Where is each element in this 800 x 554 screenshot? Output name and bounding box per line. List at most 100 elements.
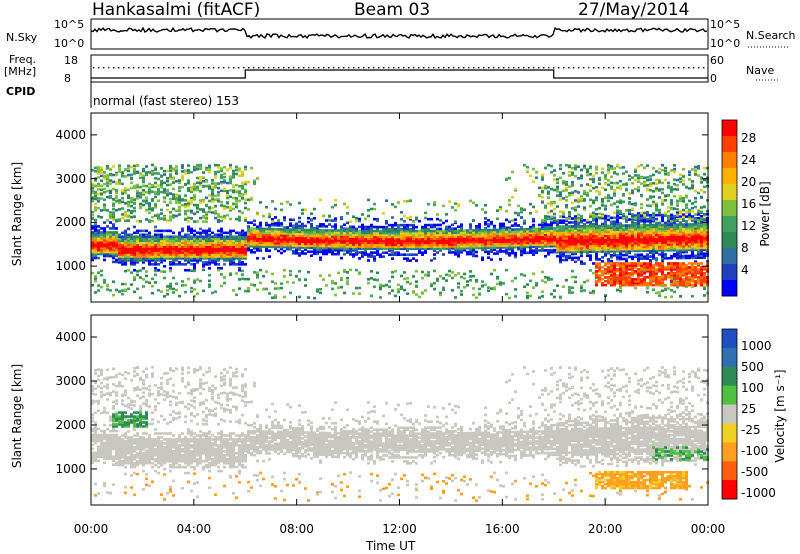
- power-cell: [313, 246, 316, 250]
- power-cell: [433, 247, 436, 250]
- power-cell: [166, 235, 169, 239]
- power-cell: [553, 201, 556, 205]
- power-cell: [622, 226, 625, 229]
- power-cell: [190, 255, 193, 258]
- power-cell: [526, 283, 529, 286]
- power-cell: [418, 235, 421, 239]
- power-cell: [580, 286, 583, 290]
- power-cell: [385, 247, 388, 251]
- power-cell: [238, 259, 241, 262]
- power-cell: [592, 224, 595, 228]
- power-cell: [484, 230, 487, 234]
- power-cell: [130, 177, 133, 181]
- power-cell: [310, 222, 313, 226]
- power-cell: [271, 272, 274, 276]
- power-cell: [430, 247, 433, 250]
- power-cell: [187, 202, 190, 206]
- power-cell: [334, 293, 337, 297]
- power-cell: [412, 233, 415, 237]
- power-cell: [373, 207, 376, 211]
- power-cell: [586, 168, 589, 171]
- power-cell: [550, 239, 553, 242]
- power-cell: [586, 246, 589, 250]
- power-cell: [118, 241, 121, 244]
- power-cell: [247, 208, 250, 211]
- power-cell: [127, 251, 130, 254]
- power-cell: [382, 211, 385, 215]
- power-cell: [232, 196, 235, 200]
- power-cell: [280, 222, 283, 225]
- power-cell: [94, 206, 97, 209]
- power-cell: [595, 244, 598, 247]
- power-cell: [598, 224, 601, 228]
- power-cell: [226, 235, 229, 239]
- power-cell: [220, 182, 223, 185]
- power-cell: [142, 176, 145, 180]
- power-cell: [511, 240, 514, 243]
- power-cell: [460, 275, 463, 279]
- power-cell: [202, 245, 205, 248]
- power-cell: [523, 233, 526, 237]
- power-cell: [658, 229, 661, 233]
- power-cell: [646, 176, 649, 179]
- power-cell: [496, 277, 499, 280]
- power-cell: [328, 274, 331, 277]
- power-cell: [361, 253, 364, 256]
- power-cell: [511, 238, 514, 241]
- power-cell: [103, 233, 106, 236]
- power-cell: [232, 229, 235, 233]
- power-cell: [478, 230, 481, 234]
- power-cell: [550, 170, 553, 174]
- power-cell: [634, 279, 637, 283]
- power-cell: [97, 197, 100, 200]
- power-cell: [142, 237, 145, 241]
- power-cell: [424, 233, 427, 237]
- power-cell: [640, 253, 643, 257]
- power-cell: [247, 231, 250, 234]
- power-cell: [409, 253, 412, 256]
- power-cell: [451, 231, 454, 234]
- power-cell: [652, 279, 655, 283]
- power-cell: [112, 248, 115, 252]
- power-cell: [202, 255, 205, 258]
- power-cell: [370, 235, 373, 239]
- power-cell: [322, 238, 325, 242]
- power-cell: [253, 233, 256, 236]
- power-cell: [550, 278, 553, 281]
- power-cell: [583, 164, 586, 168]
- power-cell: [295, 252, 298, 255]
- power-cell: [409, 233, 412, 237]
- power-cell: [385, 283, 388, 287]
- power-cell: [607, 224, 610, 228]
- power-cell: [415, 237, 418, 241]
- power-cell: [424, 223, 427, 227]
- power-cell: [523, 222, 526, 225]
- power-cell: [613, 220, 616, 224]
- power-cell: [496, 246, 499, 249]
- power-cell: [304, 284, 307, 287]
- power-cell: [127, 166, 130, 170]
- power-cell: [214, 170, 217, 174]
- power-cell: [124, 288, 127, 292]
- power-cell: [454, 202, 457, 205]
- power-cell: [643, 269, 646, 273]
- power-cell: [160, 182, 163, 186]
- power-cell: [589, 230, 592, 234]
- power-cell: [136, 185, 139, 189]
- power-cell: [649, 217, 652, 220]
- power-cell: [634, 168, 637, 172]
- power-cell: [184, 253, 187, 256]
- power-cell: [496, 282, 499, 286]
- power-cell: [448, 247, 451, 250]
- power-cell: [529, 174, 532, 178]
- power-cell: [541, 186, 544, 190]
- power-cell: [340, 235, 343, 238]
- power-cell: [109, 189, 112, 193]
- power-cell: [175, 201, 178, 204]
- power-cell: [220, 167, 223, 170]
- power-cell: [94, 197, 97, 201]
- power-cell: [595, 238, 598, 242]
- power-cell: [109, 231, 112, 234]
- power-cell: [190, 231, 193, 235]
- power-cell: [382, 227, 385, 231]
